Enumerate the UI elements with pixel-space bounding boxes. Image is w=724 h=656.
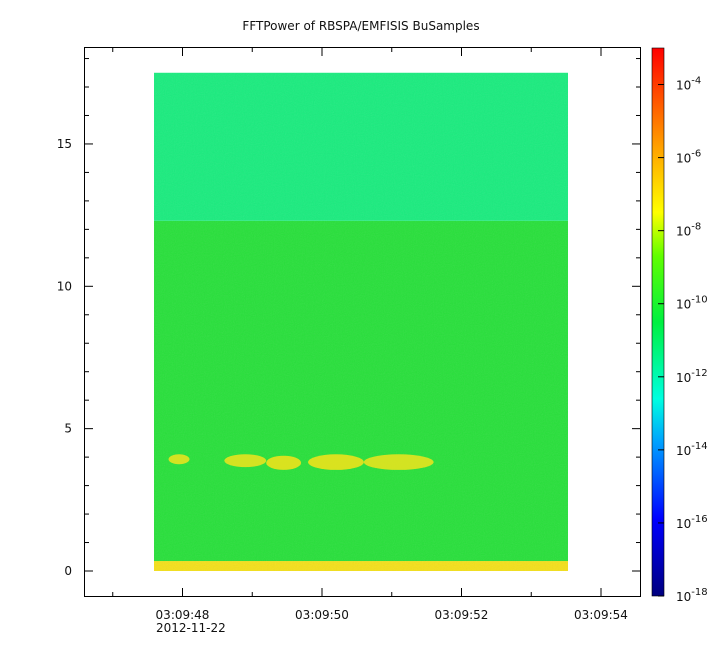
y-tick-label: 15 [57,137,72,151]
colorbar-tick-label: 10-14 [676,441,708,458]
colorbar-tick-label: 10-12 [676,368,708,385]
colorbar-tick-label: 10-4 [676,76,701,93]
colorbar-tick-label: 10-6 [676,149,701,166]
power-feature-0 [168,454,190,465]
power-feature-3 [308,454,364,470]
y-tick-label: 5 [64,422,72,436]
y-tick-label: 10 [57,279,72,293]
signal-features [168,454,434,470]
y-tick-label: 0 [64,564,72,578]
chart-title: FFTPower of RBSPA/EMFISIS BuSamples [242,19,479,33]
power-feature-4 [363,454,434,470]
power-feature-2 [266,455,302,470]
colorbar-tick-label: 10-8 [676,222,701,239]
y-axis: 0 5 10 15 [57,58,640,578]
colorbar-tick-label: 10-16 [676,514,708,531]
x-date-label: 2012-11-22 [156,621,226,635]
colorbar-tick-label: 10-10 [676,295,708,312]
x-axis: 03:09:48 03:09:50 03:09:52 03:09:54 [112,48,628,622]
power-feature-1 [224,454,267,468]
x-tick-label: 03:09:54 [574,608,628,622]
heatmap-noise-texture [154,73,568,571]
x-tick-label: 03:09:50 [295,608,349,622]
colorbar [651,47,665,597]
plot-frame [84,47,641,597]
x-tick-label: 03:09:52 [435,608,489,622]
colorbar-axis: 10-18 10-16 10-14 10-12 10-10 10-8 10-6 10-4 [658,76,708,604]
x-tick-label: 03:09:48 [156,608,210,622]
colorbar-tick-label: 10-18 [676,587,708,604]
